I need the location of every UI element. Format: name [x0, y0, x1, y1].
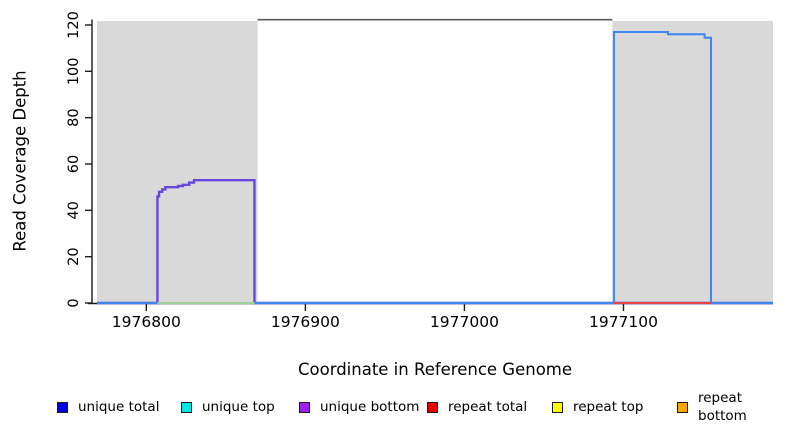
- svg-text:1977000: 1977000: [430, 313, 499, 331]
- repeat-bottom-swatch-icon: [677, 401, 688, 413]
- svg-text:1976800: 1976800: [112, 313, 181, 331]
- legend: unique total unique top unique bottom re…: [0, 390, 792, 424]
- coverage-plot-svg: 0 20 40 60 80 100 120 1976800 1976900 1977000 1977…: [66, 11, 773, 331]
- legend-label: unique bottom: [320, 399, 420, 415]
- legend-label: unique top: [202, 399, 275, 415]
- legend-item-unique-bottom: unique bottom: [299, 398, 419, 416]
- y-axis-title: Read Coverage Depth: [10, 70, 30, 252]
- legend-item-repeat-top: repeat top: [552, 398, 643, 416]
- svg-text:60: 60: [66, 155, 82, 173]
- unique-total-swatch-icon: [57, 401, 68, 413]
- legend-item-unique-top: unique top: [181, 398, 275, 416]
- svg-text:20: 20: [66, 247, 82, 265]
- repeat-total-swatch-icon: [427, 401, 438, 413]
- x-axis-title: Coordinate in Reference Genome: [297, 360, 573, 379]
- svg-text:1976900: 1976900: [271, 313, 340, 331]
- repeat-top-swatch-icon: [552, 401, 563, 413]
- legend-label: repeat bottom: [698, 390, 747, 424]
- svg-text:1977100: 1977100: [589, 313, 658, 331]
- unique-bottom-swatch-icon: [299, 401, 310, 413]
- legend-item-repeat-total: repeat total: [427, 398, 527, 416]
- svg-text:120: 120: [66, 11, 82, 39]
- svg-text:80: 80: [66, 108, 82, 126]
- legend-label: unique total: [78, 399, 160, 415]
- svg-text:40: 40: [66, 201, 82, 219]
- legend-item-unique-total: unique total: [57, 398, 159, 416]
- legend-label: repeat top: [573, 399, 644, 415]
- svg-text:100: 100: [66, 57, 82, 85]
- svg-text:0: 0: [66, 298, 82, 307]
- legend-item-repeat-bottom: repeat bottom: [677, 390, 792, 424]
- unique-top-swatch-icon: [181, 401, 192, 413]
- legend-label: repeat total: [448, 399, 528, 415]
